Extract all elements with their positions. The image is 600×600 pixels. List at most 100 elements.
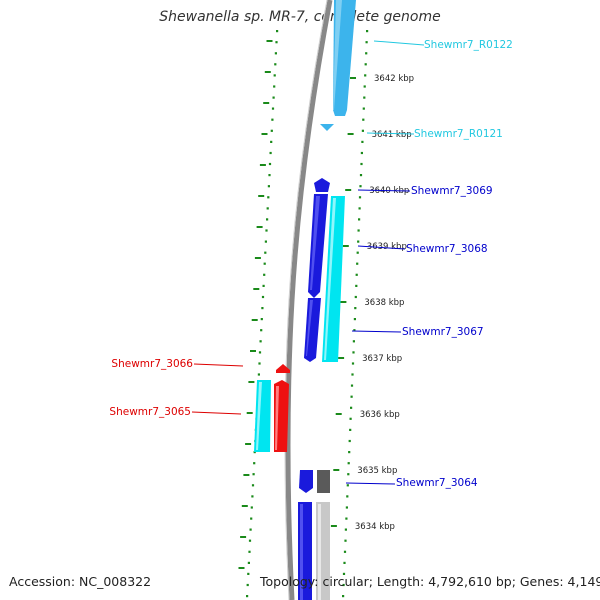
feature-gray-small[interactable] bbox=[317, 470, 330, 493]
inner-track-dot bbox=[360, 162, 363, 166]
outer-track-dot bbox=[268, 162, 272, 166]
gene-callouts: Shewmr7_R0122 Shewmr7_R0121 Shewmr7_3069… bbox=[109, 39, 512, 489]
gene-label-3068[interactable]: Shewmr7_3068 bbox=[406, 243, 488, 255]
outer-track-dot bbox=[267, 196, 270, 199]
track-dash bbox=[243, 474, 250, 476]
feature-Shewmr7_R0121[interactable] bbox=[320, 124, 334, 131]
outer-track-dot bbox=[257, 373, 260, 376]
track-dash bbox=[253, 288, 260, 290]
outer-track-dot bbox=[260, 329, 263, 332]
outer-track-dot bbox=[270, 129, 273, 132]
track-dash bbox=[240, 536, 247, 538]
tick-mark bbox=[342, 245, 349, 247]
outer-track-dot bbox=[258, 362, 261, 365]
gene-label-R0121[interactable]: Shewmr7_R0121 bbox=[414, 128, 503, 140]
inner-track-dot bbox=[357, 229, 360, 232]
feature-Shewmr7_3069[interactable] bbox=[314, 178, 330, 192]
gene-label-R0122[interactable]: Shewmr7_R0122 bbox=[424, 39, 513, 51]
track-dash bbox=[266, 40, 273, 42]
outer-track-dot bbox=[263, 273, 266, 276]
inner-track-dot bbox=[357, 240, 360, 243]
inner-track-dot bbox=[365, 52, 368, 55]
outer-track-dot bbox=[272, 96, 275, 99]
outer-track-dot bbox=[259, 340, 262, 343]
outer-track-dot bbox=[261, 295, 265, 299]
outer-track-dot bbox=[246, 595, 249, 598]
outer-track-dot bbox=[266, 218, 269, 221]
inner-track-dot bbox=[364, 63, 367, 66]
inner-track-dot bbox=[342, 572, 346, 575]
inner-track-dot bbox=[358, 218, 361, 221]
feature-shade-gray-bottom bbox=[318, 504, 321, 600]
tick-label: 3637 kbp bbox=[362, 354, 402, 364]
inner-track-dot bbox=[362, 118, 365, 121]
tick-label: 3639 kbp bbox=[367, 242, 407, 252]
outer-track-dot bbox=[262, 284, 265, 287]
inner-track-dot bbox=[360, 151, 363, 155]
outer-track-dot bbox=[246, 583, 249, 587]
tick-label: 3635 kbp bbox=[357, 466, 397, 476]
accession-text: Accession: NC_008322 bbox=[9, 574, 152, 589]
outer-track-dot bbox=[253, 451, 256, 454]
tick-label: 3638 kbp bbox=[364, 298, 404, 308]
outer-track-dot bbox=[247, 561, 250, 564]
inner-track-dot bbox=[356, 262, 359, 265]
outer-track-dot bbox=[274, 52, 277, 55]
gene-label-3066[interactable]: Shewmr7_3066 bbox=[111, 358, 193, 370]
inner-track-dot bbox=[345, 517, 348, 520]
feature-Shewmr7_3066[interactable] bbox=[276, 364, 290, 373]
gene-label-3065[interactable]: Shewmr7_3065 bbox=[109, 406, 191, 418]
tick-mark bbox=[340, 301, 347, 303]
outer-track-dot bbox=[261, 307, 264, 310]
tick-label: 3641 kbp bbox=[372, 130, 412, 140]
inner-track-dot bbox=[359, 185, 362, 188]
track-dash bbox=[264, 71, 271, 73]
outer-track-dot bbox=[271, 107, 275, 110]
inner-track-dot bbox=[347, 473, 350, 476]
inner-track-dot bbox=[346, 495, 349, 498]
inner-track-dot bbox=[346, 484, 349, 487]
gene-label-3067[interactable]: Shewmr7_3067 bbox=[402, 326, 484, 338]
outer-track-dot bbox=[249, 528, 252, 531]
outer-track-dot bbox=[266, 207, 269, 210]
tick-mark bbox=[333, 469, 340, 471]
inner-track-dot bbox=[355, 284, 358, 287]
tick-mark bbox=[345, 189, 352, 191]
inner-track-dot bbox=[344, 528, 347, 531]
track-dash bbox=[241, 505, 248, 507]
track-dash bbox=[251, 319, 258, 321]
inner-track-dot bbox=[353, 318, 356, 321]
outer-track-dot bbox=[251, 495, 254, 498]
outer-track-dot bbox=[247, 572, 250, 575]
tick-mark bbox=[330, 525, 337, 527]
gene-label-3069[interactable]: Shewmr7_3069 bbox=[411, 185, 493, 197]
outer-track-dot bbox=[269, 151, 272, 155]
inner-track-dot bbox=[358, 207, 361, 210]
feature-Shewmr7_3064[interactable] bbox=[299, 470, 313, 493]
feature-Shewmr7_3067[interactable] bbox=[304, 298, 321, 362]
inner-track-dot bbox=[359, 174, 363, 177]
track-dash bbox=[254, 257, 261, 259]
genome-summary: Topology: circular; Length: 4,792,610 bp… bbox=[260, 574, 600, 589]
tick-mark bbox=[338, 357, 345, 359]
tick-mark bbox=[335, 413, 342, 415]
inner-track-dot bbox=[342, 583, 345, 587]
track-dash bbox=[256, 226, 263, 228]
inner-track-dot bbox=[362, 107, 365, 110]
inner-track-dot bbox=[350, 395, 353, 398]
inner-track-dot bbox=[365, 41, 368, 44]
inner-track-dot bbox=[350, 406, 353, 409]
inner-track-dot bbox=[349, 428, 352, 431]
inner-track-dot bbox=[363, 96, 366, 99]
feature-shade-3067 bbox=[306, 300, 313, 356]
outer-track-dot bbox=[273, 74, 276, 77]
outer-track-dot bbox=[264, 240, 267, 243]
outer-track-dot bbox=[274, 63, 277, 66]
inner-track-dot bbox=[352, 340, 355, 343]
page-title: Shewanella sp. MR-7, complete genome bbox=[159, 9, 441, 25]
inner-track-dot bbox=[347, 462, 350, 465]
track-dash bbox=[246, 412, 253, 414]
gene-label-3064[interactable]: Shewmr7_3064 bbox=[396, 477, 478, 489]
